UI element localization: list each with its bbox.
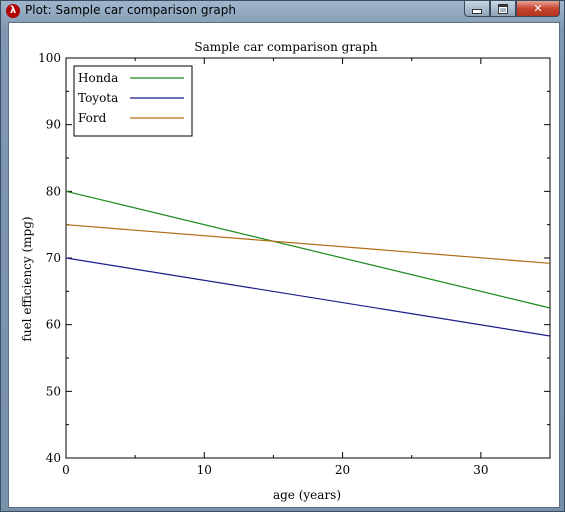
window-controls: ✕ [464, 1, 560, 19]
maximize-icon [498, 3, 508, 14]
legend-label-honda: Honda [78, 71, 118, 85]
chart-title: Sample car comparison graph [194, 40, 378, 54]
plot-canvas: Sample car comparison graph age (years) … [8, 22, 560, 508]
y-tick-label: 100 [38, 51, 61, 65]
x-tick-label: 20 [335, 463, 350, 477]
y-tick-label: 80 [46, 184, 61, 198]
series-line-ford [65, 224, 551, 264]
x-tick-label: 0 [62, 463, 70, 477]
y-tick-label: 40 [46, 451, 61, 465]
y-tick-label: 70 [46, 251, 61, 265]
axes: 0 10 20 30 40 50 60 70 80 90 100 [38, 51, 551, 477]
close-icon: ✕ [533, 2, 543, 15]
minimize-button[interactable] [464, 1, 490, 17]
legend: Honda Toyota Ford [73, 65, 193, 137]
series-line-toyota [65, 257, 551, 337]
window-title: Plot: Sample car comparison graph [25, 3, 236, 17]
app-icon: λ [6, 4, 20, 18]
x-tick-label: 10 [197, 463, 212, 477]
title-bar[interactable]: λ Plot: Sample car comparison graph ✕ [1, 1, 564, 21]
y-tick-label: 60 [46, 318, 61, 332]
legend-label-toyota: Toyota [78, 91, 118, 105]
y-axis-label: fuel efficiency (mpg) [20, 216, 34, 341]
series-line-honda [65, 190, 551, 309]
x-tick-label: 30 [473, 463, 488, 477]
x-axis-label: age (years) [273, 488, 341, 502]
line-chart: Sample car comparison graph age (years) … [20, 40, 551, 502]
minimize-icon [472, 9, 482, 14]
maximize-button[interactable] [490, 1, 516, 17]
series-layer [65, 190, 551, 337]
close-button[interactable]: ✕ [516, 1, 560, 17]
legend-label-ford: Ford [78, 111, 107, 125]
y-tick-label: 50 [46, 384, 61, 398]
y-tick-label: 90 [46, 118, 61, 132]
